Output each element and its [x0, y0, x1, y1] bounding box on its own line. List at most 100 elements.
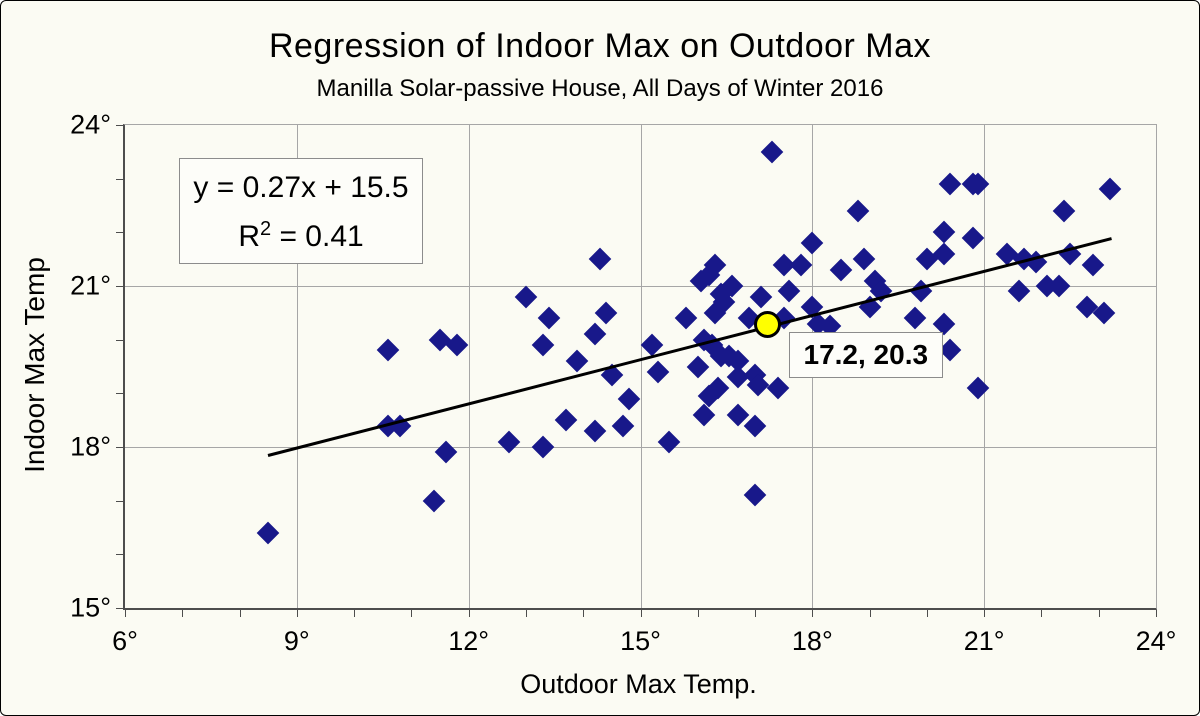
data-point: [692, 403, 715, 427]
y-axis-tick: [116, 339, 123, 341]
data-point: [434, 441, 458, 464]
gridline-horizontal: [125, 286, 1156, 287]
data-point: [932, 221, 956, 244]
y-axis-tick-label: 24°: [70, 109, 111, 140]
y-axis-tick: [116, 447, 123, 448]
x-axis-tick: [755, 610, 757, 617]
x-axis-tick: [525, 610, 527, 617]
data-point: [531, 435, 555, 459]
x-axis-tick-label: 24°: [1135, 626, 1177, 656]
data-point: [589, 247, 612, 271]
r-squared-line: R2 = 0.41: [180, 212, 422, 261]
r-squared-value: = 0.41: [271, 220, 364, 253]
x-axis-tick-label: 6°: [112, 626, 138, 656]
data-point: [674, 306, 698, 330]
x-axis-tick-label: 9°: [283, 626, 310, 656]
data-point: [801, 231, 824, 255]
chart-title: Regression of Indoor Max on Outdoor Max: [268, 27, 932, 65]
y-axis-tick: [116, 125, 123, 126]
x-axis-tick: [583, 610, 585, 617]
data-point: [743, 414, 767, 437]
plot-area: y = 0.27x + 15.5 R2 = 0.41 17.2, 20.3 6°…: [70, 110, 1176, 657]
y-axis-title: Indoor Max Temp: [19, 257, 50, 473]
y-axis-tick: [116, 232, 123, 234]
equation-line: y = 0.27x + 15.5: [193, 171, 409, 204]
x-axis-tick-label: 21°: [963, 626, 1005, 656]
data-point: [611, 414, 635, 437]
data-point: [583, 419, 606, 443]
chart-subtitle: Manilla Solar-passive House, All Days of…: [316, 75, 884, 102]
x-axis-tick: [984, 610, 986, 617]
data-point: [778, 280, 801, 303]
data-point: [967, 376, 990, 400]
x-axis-tick: [354, 610, 356, 617]
data-point: [749, 285, 773, 309]
x-axis-tick: [926, 610, 928, 617]
x-axis-tick-label: 18°: [791, 626, 833, 656]
data-point: [846, 199, 870, 223]
data-point: [554, 408, 578, 432]
equation-box: y = 0.27x + 15.5 R2 = 0.41: [179, 158, 423, 264]
x-axis-tick: [1098, 610, 1100, 617]
x-axis-tick: [697, 610, 699, 617]
x-axis-tick-label: 15°: [620, 626, 661, 656]
y-axis-tick: [116, 608, 123, 609]
data-point: [256, 521, 280, 545]
data-point: [514, 285, 538, 309]
data-point: [852, 247, 876, 271]
data-point: [686, 355, 710, 378]
data-point: [583, 322, 606, 346]
y-axis-tick: [116, 393, 123, 395]
x-axis-tick: [296, 610, 298, 617]
x-axis-tick: [239, 610, 241, 617]
x-axis-tick: [125, 610, 126, 617]
data-point: [1081, 253, 1105, 276]
data-point: [789, 253, 813, 276]
data-point: [646, 360, 669, 384]
highlight-callout: 17.2, 20.3: [788, 331, 944, 378]
x-axis-tick: [182, 610, 184, 617]
data-point: [497, 430, 521, 453]
y-axis-tick-label: 18°: [70, 431, 111, 462]
data-point: [531, 333, 555, 357]
gridline-vertical: [296, 125, 298, 608]
data-point: [537, 306, 561, 330]
x-axis-tick: [640, 610, 642, 617]
data-point: [377, 339, 400, 362]
data-point: [743, 483, 767, 507]
x-axis-tick: [468, 610, 470, 617]
data-point: [1053, 199, 1076, 223]
y-axis-tick: [116, 554, 123, 556]
data-point: [1007, 280, 1030, 303]
r-squared-base: R: [238, 220, 260, 253]
data-point: [829, 258, 853, 282]
gridline-vertical: [984, 125, 986, 608]
r-squared-exponent: 2: [259, 218, 272, 240]
data-point: [938, 172, 962, 196]
data-point: [617, 387, 641, 411]
data-point: [1098, 178, 1122, 201]
gridline-horizontal: [125, 447, 1156, 448]
x-axis-tick: [812, 610, 814, 617]
y-axis-tick: [116, 286, 123, 287]
y-axis-tick-label: 21°: [70, 270, 111, 301]
data-point: [594, 301, 618, 325]
x-axis-tick: [411, 610, 413, 617]
data-point: [760, 140, 784, 164]
data-point: [766, 376, 790, 400]
y-axis-tick: [116, 178, 123, 180]
gridline-vertical: [640, 125, 642, 608]
data-point: [422, 489, 446, 512]
x-axis-tick: [869, 610, 871, 617]
gridline-vertical: [468, 125, 470, 608]
x-axis-tick: [1156, 610, 1157, 617]
highlight-point: [753, 310, 781, 338]
y-axis-tick-label: 15°: [70, 592, 111, 623]
y-axis-tick: [116, 500, 123, 502]
data-point: [932, 242, 956, 266]
x-axis-tick-label: 12°: [448, 626, 490, 656]
data-point: [904, 306, 927, 330]
x-axis-title: Outdoor Max Temp.: [520, 669, 757, 699]
data-point: [566, 349, 589, 373]
